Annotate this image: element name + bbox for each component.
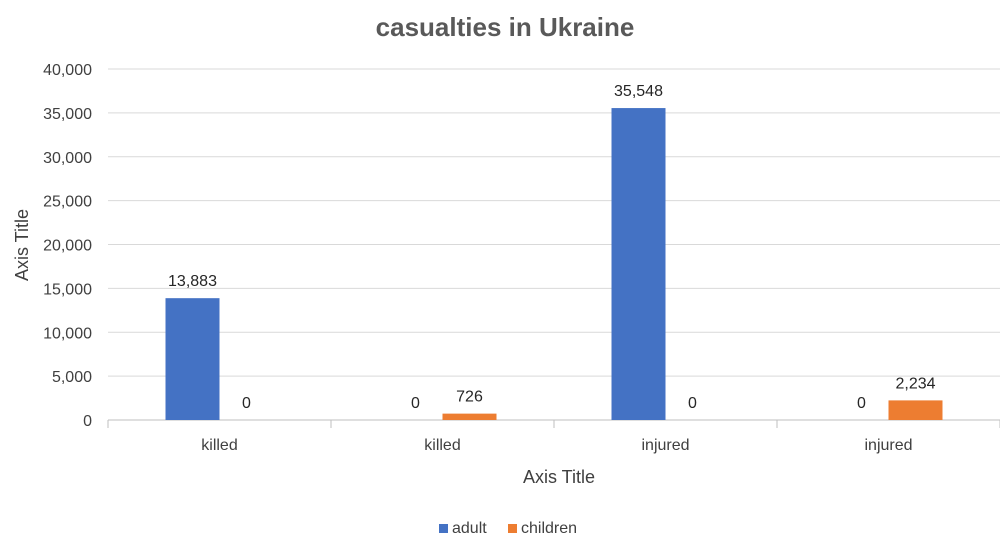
data-label-adult-3: 35,548 [614,83,663,100]
y-tick-label: 30,000 [43,150,92,167]
x-tick-label: injured [864,437,912,454]
legend-swatch-children [508,524,517,533]
data-label-adult-2: 0 [411,395,420,412]
x-tick-label: killed [424,437,460,454]
data-labels: 13,883 0 35,548 0 0 726 0 2,234 [168,83,936,412]
x-tick-labels: killed killed injured injured [201,437,912,454]
y-tick-label: 35,000 [43,106,92,123]
data-label-adult-1: 13,883 [168,273,217,290]
bar-adult-1 [165,298,220,420]
y-tick-label: 40,000 [43,62,92,79]
data-label-children-4: 2,234 [895,375,935,392]
y-tick-label: 15,000 [43,281,92,298]
x-axis-title: Axis Title [523,467,595,487]
y-tick-label: 10,000 [43,325,92,342]
legend-label-children: children [521,520,577,537]
data-label-children-2: 726 [456,389,483,406]
y-tick-label: 5,000 [52,369,92,386]
bar-adult-3 [611,108,666,421]
data-label-adult-4: 0 [857,395,866,412]
legend-swatch-adult [439,524,448,533]
chart-title: casualties in Ukraine [376,12,635,42]
data-label-children-3: 0 [688,395,697,412]
bars [165,108,943,421]
y-tick-label: 0 [83,413,92,430]
bar-children-4 [888,400,943,420]
y-tick-label: 25,000 [43,194,92,211]
y-axis-title: Axis Title [12,209,32,281]
data-label-children-1: 0 [242,395,251,412]
bar-children-2 [442,413,497,420]
legend-label-adult: adult [452,520,487,537]
x-tick-label: injured [641,437,689,454]
y-tick-label: 20,000 [43,238,92,255]
y-tick-labels: 0 5,000 10,000 15,000 20,000 25,000 30,000 35,0… [43,62,92,430]
gridlines [107,68,1000,428]
legend: adult children [439,520,577,537]
x-tick-label: killed [201,437,237,454]
